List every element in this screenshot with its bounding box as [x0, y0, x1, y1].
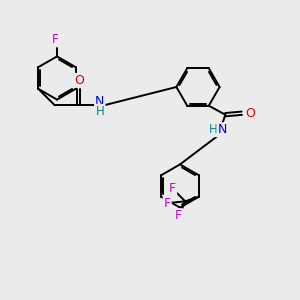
Text: F: F	[52, 33, 59, 46]
Text: F: F	[175, 209, 182, 222]
Text: O: O	[245, 107, 255, 120]
Text: N: N	[218, 123, 227, 136]
Text: O: O	[74, 74, 84, 87]
Text: H: H	[95, 105, 104, 118]
Text: H: H	[209, 123, 218, 136]
Text: F: F	[164, 197, 171, 210]
Text: F: F	[169, 182, 176, 195]
Text: N: N	[95, 95, 104, 108]
